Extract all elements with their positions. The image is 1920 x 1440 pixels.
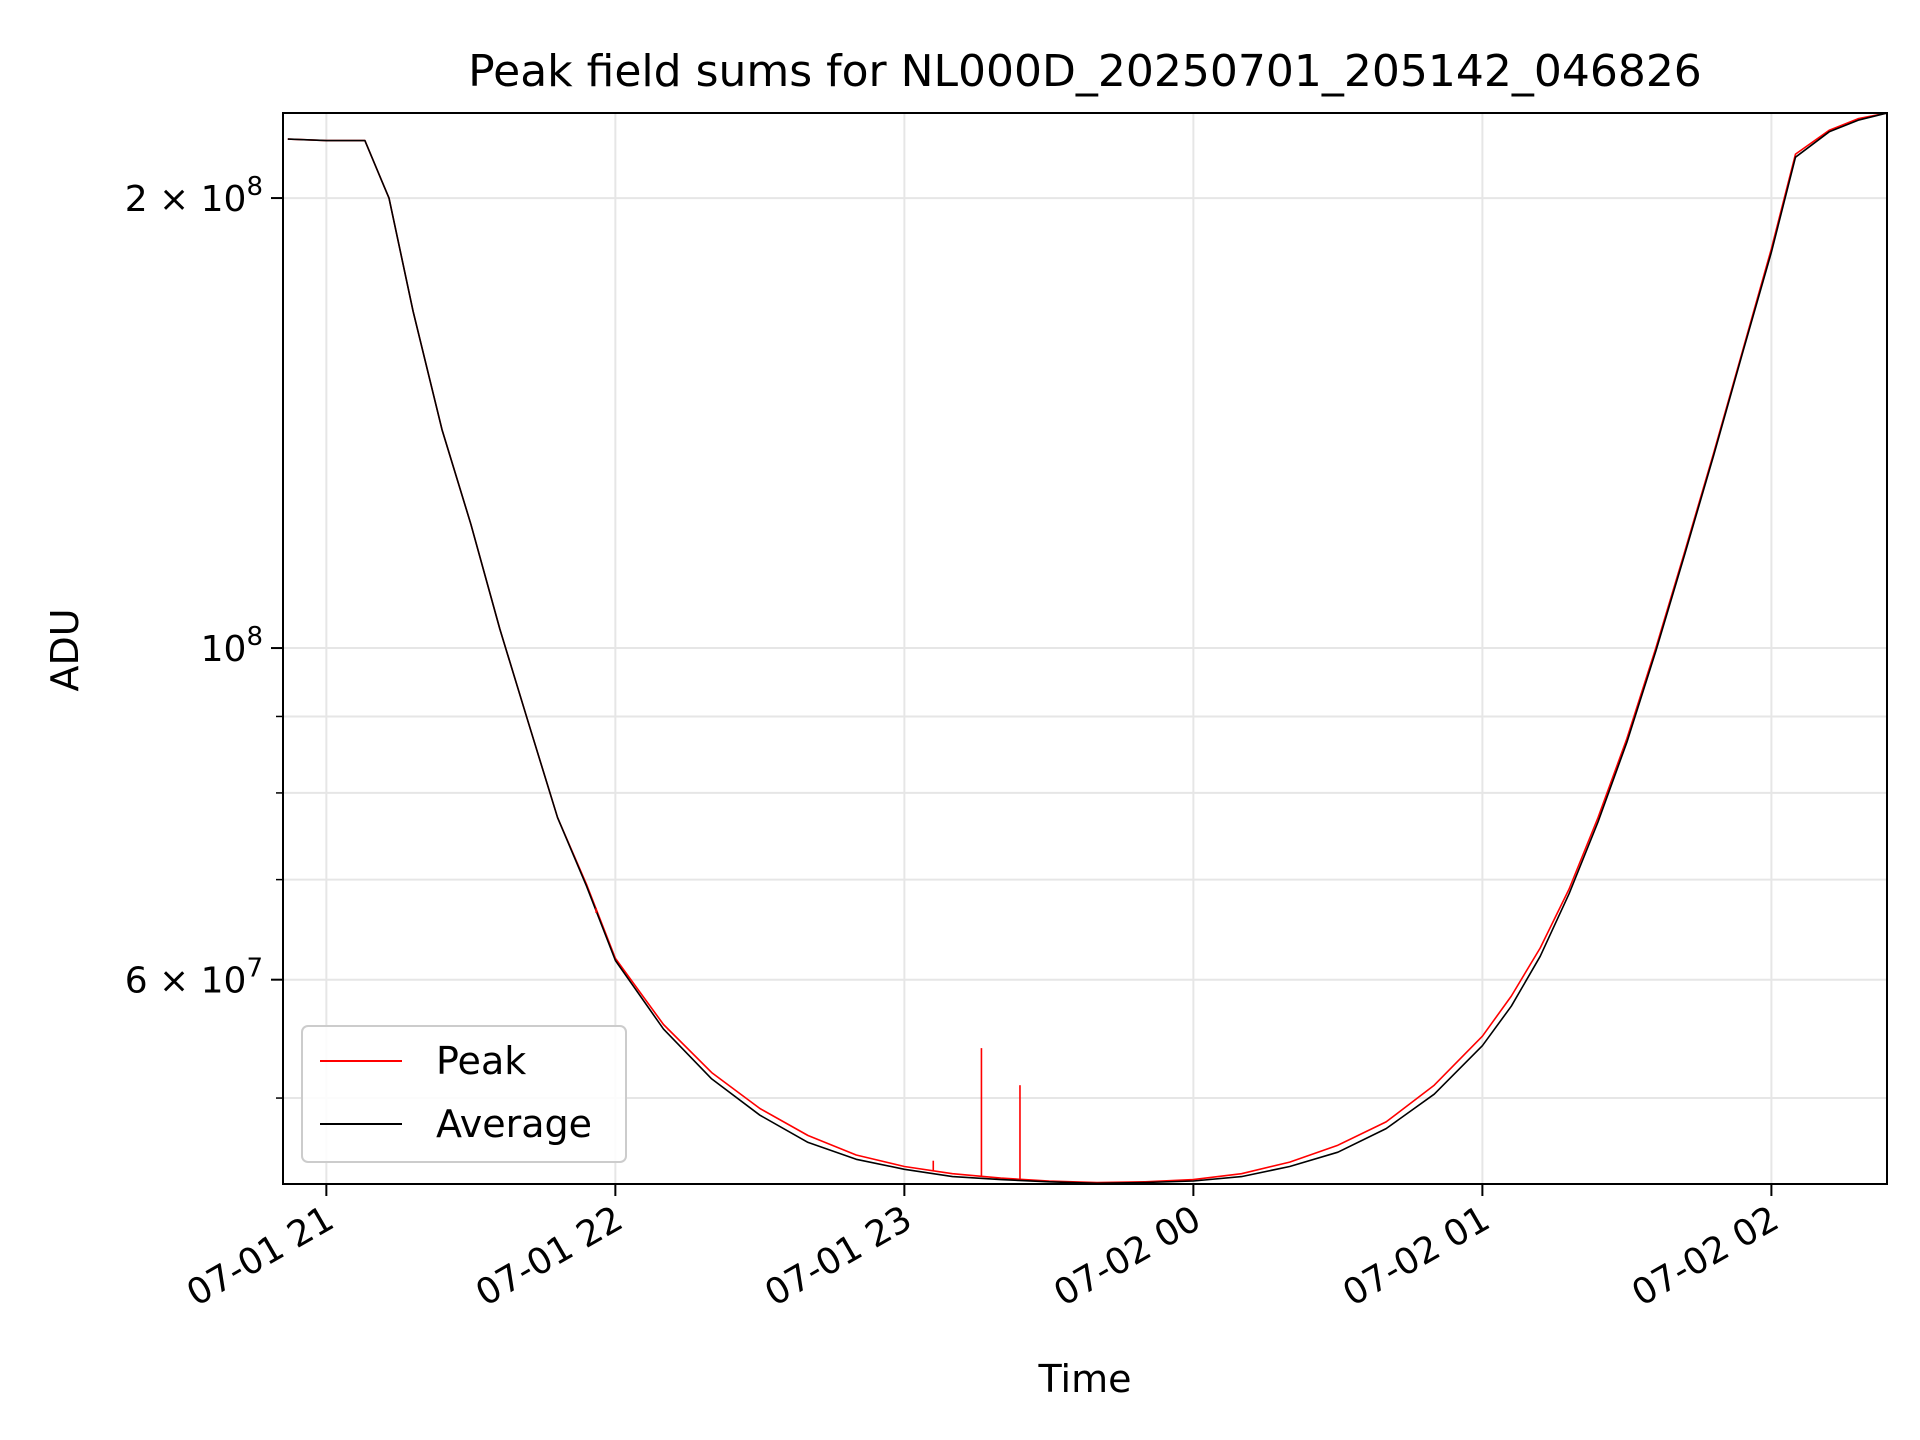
y-tick-label: 6 × 107 bbox=[125, 954, 263, 1002]
legend-average-label: Average bbox=[436, 1102, 592, 1146]
legend-peak-label: Peak bbox=[436, 1039, 526, 1083]
legend: Peak Average bbox=[301, 1025, 627, 1163]
grid bbox=[283, 113, 1887, 1184]
series-line-average bbox=[287, 113, 1887, 1184]
series-layer bbox=[287, 113, 1887, 1184]
y-tick-label: 2 × 108 bbox=[125, 172, 263, 220]
y-axis-label: ADU bbox=[43, 608, 87, 691]
x-axis-label: Time bbox=[1038, 1357, 1132, 1401]
y-tick-label: 108 bbox=[201, 622, 263, 670]
chart-title: Peak field sums for NL000D_20250701_2051… bbox=[468, 46, 1702, 97]
